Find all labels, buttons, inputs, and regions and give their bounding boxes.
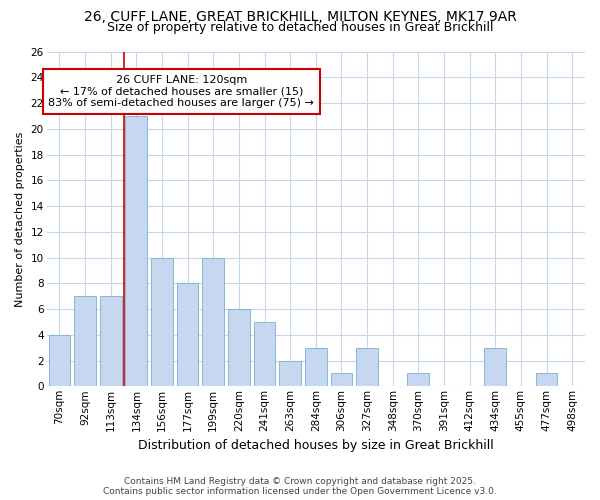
Bar xyxy=(125,116,147,386)
Bar xyxy=(356,348,378,387)
Bar xyxy=(331,374,352,386)
Bar xyxy=(100,296,122,386)
Text: Contains HM Land Registry data © Crown copyright and database right 2025.
Contai: Contains HM Land Registry data © Crown c… xyxy=(103,476,497,496)
Text: 26 CUFF LANE: 120sqm
← 17% of detached houses are smaller (15)
83% of semi-detac: 26 CUFF LANE: 120sqm ← 17% of detached h… xyxy=(48,75,314,108)
Y-axis label: Number of detached properties: Number of detached properties xyxy=(15,131,25,306)
Bar xyxy=(305,348,326,387)
Bar xyxy=(49,335,70,386)
Bar xyxy=(228,309,250,386)
Bar xyxy=(151,258,173,386)
Bar xyxy=(202,258,224,386)
Text: 26, CUFF LANE, GREAT BRICKHILL, MILTON KEYNES, MK17 9AR: 26, CUFF LANE, GREAT BRICKHILL, MILTON K… xyxy=(83,10,517,24)
Bar xyxy=(407,374,429,386)
Bar xyxy=(177,284,199,387)
Bar xyxy=(536,374,557,386)
Text: Size of property relative to detached houses in Great Brickhill: Size of property relative to detached ho… xyxy=(107,21,493,34)
Bar xyxy=(484,348,506,387)
X-axis label: Distribution of detached houses by size in Great Brickhill: Distribution of detached houses by size … xyxy=(138,440,494,452)
Bar xyxy=(254,322,275,386)
Bar xyxy=(74,296,96,386)
Bar xyxy=(279,360,301,386)
